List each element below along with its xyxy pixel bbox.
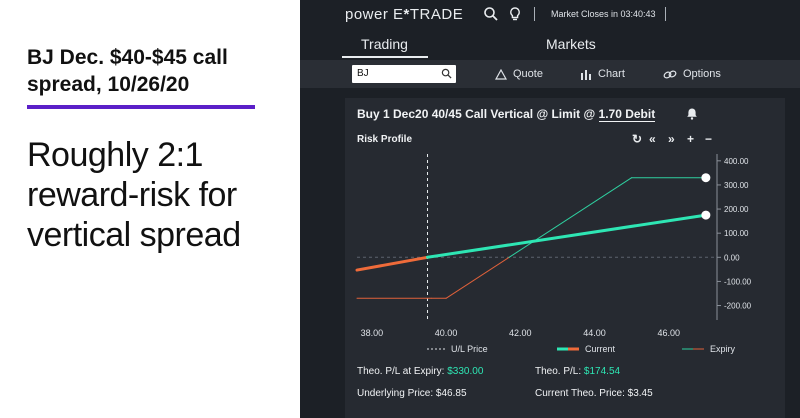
theo-pl-expiry: Theo. P/L at Expiry: $330.00 xyxy=(357,366,483,377)
zoom-in-icon[interactable]: + xyxy=(687,132,695,146)
lightbulb-icon[interactable] xyxy=(507,6,523,22)
main-tabs: Trading Markets xyxy=(300,30,800,58)
tab-markets[interactable]: Markets xyxy=(546,36,596,52)
x-tick-label: 42.00 xyxy=(509,328,532,338)
current-theo-price: Current Theo. Price: $3.45 xyxy=(535,388,653,399)
expiry-line-segment xyxy=(445,256,510,299)
x-tick-label: 40.00 xyxy=(435,328,458,338)
y-tick-label: -200.00 xyxy=(724,302,752,311)
bar-chart-icon xyxy=(581,69,591,80)
options-label: Options xyxy=(683,68,721,80)
legend-current-label: Current xyxy=(585,344,616,354)
logo-text-left: power E xyxy=(345,6,404,23)
expiry-line-endpoint xyxy=(701,173,711,183)
theo-pl-label: Theo. P/L: xyxy=(535,366,582,377)
y-tick-label: 100.00 xyxy=(724,229,749,238)
theo-pl-expiry-value: $330.00 xyxy=(447,366,484,377)
trading-app-window: power E*TRADE Market Closes in 03:40:43 … xyxy=(300,0,800,418)
expiry-line-segment xyxy=(508,177,633,258)
legend-expiry-label: Expiry xyxy=(710,344,736,354)
theo-pl-expiry-label: Theo. P/L at Expiry: xyxy=(357,366,445,377)
quote-button[interactable]: Quote xyxy=(495,68,543,80)
limit-price-link[interactable]: 1.70 Debit xyxy=(598,107,656,122)
market-close-countdown: Market Closes in 03:40:43 xyxy=(551,9,656,19)
refresh-icon[interactable]: ↻ xyxy=(632,132,643,146)
bell-icon[interactable] xyxy=(686,107,698,120)
symbol-search-input[interactable]: BJ xyxy=(352,65,456,83)
theo-pl: Theo. P/L: $174.54 xyxy=(535,366,620,377)
headline-divider xyxy=(27,105,255,109)
current-line-segment xyxy=(426,213,708,259)
chart-legend: U/L Price Current Expiry xyxy=(345,344,785,358)
current-line-swatch xyxy=(557,347,579,351)
slide-caption-panel: BJ Dec. $40-$45 call spread, 10/26/20 Ro… xyxy=(0,0,300,418)
y-tick-label: 300.00 xyxy=(724,181,749,190)
logo-text-star: * xyxy=(403,6,410,23)
legend-current: Current xyxy=(557,344,615,354)
y-tick-label: 0.00 xyxy=(724,253,740,262)
tab-trading[interactable]: Trading xyxy=(361,36,408,52)
options-button[interactable]: Options xyxy=(663,68,721,80)
underlying-price: Underlying Price: $46.85 xyxy=(357,388,467,399)
legend-ul-price-label: U/L Price xyxy=(451,344,488,354)
dashed-line-swatch xyxy=(427,348,445,350)
x-tick-label: 46.00 xyxy=(657,328,680,338)
expiry-line-swatch xyxy=(682,348,704,350)
topbar-divider xyxy=(665,7,666,21)
x-tick-label: 38.00 xyxy=(361,328,384,338)
subheadline: Roughly 2:1 reward-risk for vertical spr… xyxy=(27,136,241,254)
y-tick-label: 400.00 xyxy=(724,157,749,166)
risk-profile-label: Risk Profile xyxy=(357,134,413,145)
search-icon[interactable] xyxy=(483,6,499,22)
link-icon xyxy=(663,70,677,78)
legend-expiry: Expiry xyxy=(682,344,735,354)
symbol-search-value: BJ xyxy=(357,68,369,79)
shift-right-icon[interactable]: » xyxy=(668,132,675,146)
risk-profile-chart: 400.00 300.00 200.00 100.00 0.00 -100.00 -200.… xyxy=(355,154,752,338)
current-line-endpoint xyxy=(701,210,711,220)
top-bar: power E*TRADE Market Closes in 03:40:43 xyxy=(300,0,800,30)
chart-button[interactable]: Chart xyxy=(580,68,625,80)
order-description: Buy 1 Dec20 40/45 Call Vertical @ Limit … xyxy=(357,107,599,121)
logo-text-right: TRADE xyxy=(409,6,464,23)
app-logo: power E*TRADE xyxy=(345,6,463,23)
order-title: Buy 1 Dec20 40/45 Call Vertical @ Limit … xyxy=(357,107,656,122)
y-tick-label: 200.00 xyxy=(724,205,749,214)
symbol-toolbar: BJ Quote Chart Options xyxy=(300,60,800,88)
search-icon[interactable] xyxy=(441,68,452,79)
chart-label: Chart xyxy=(598,68,625,80)
chart-controls: ↻ « » + − xyxy=(632,132,722,146)
headline: BJ Dec. $40-$45 call spread, 10/26/20 xyxy=(27,46,228,96)
y-tick-label: -100.00 xyxy=(724,277,752,286)
theo-pl-value: $174.54 xyxy=(583,366,621,377)
active-tab-indicator xyxy=(342,56,428,58)
quote-label: Quote xyxy=(513,68,543,80)
current-line-segment xyxy=(355,255,430,272)
x-tick-label: 44.00 xyxy=(583,328,606,338)
triangle-icon xyxy=(495,68,507,80)
topbar-divider xyxy=(534,7,535,21)
shift-left-icon[interactable]: « xyxy=(649,132,656,146)
order-panel: Buy 1 Dec20 40/45 Call Vertical @ Limit … xyxy=(345,98,785,418)
zoom-out-icon[interactable]: − xyxy=(705,132,713,146)
legend-ul-price: U/L Price xyxy=(427,344,488,354)
